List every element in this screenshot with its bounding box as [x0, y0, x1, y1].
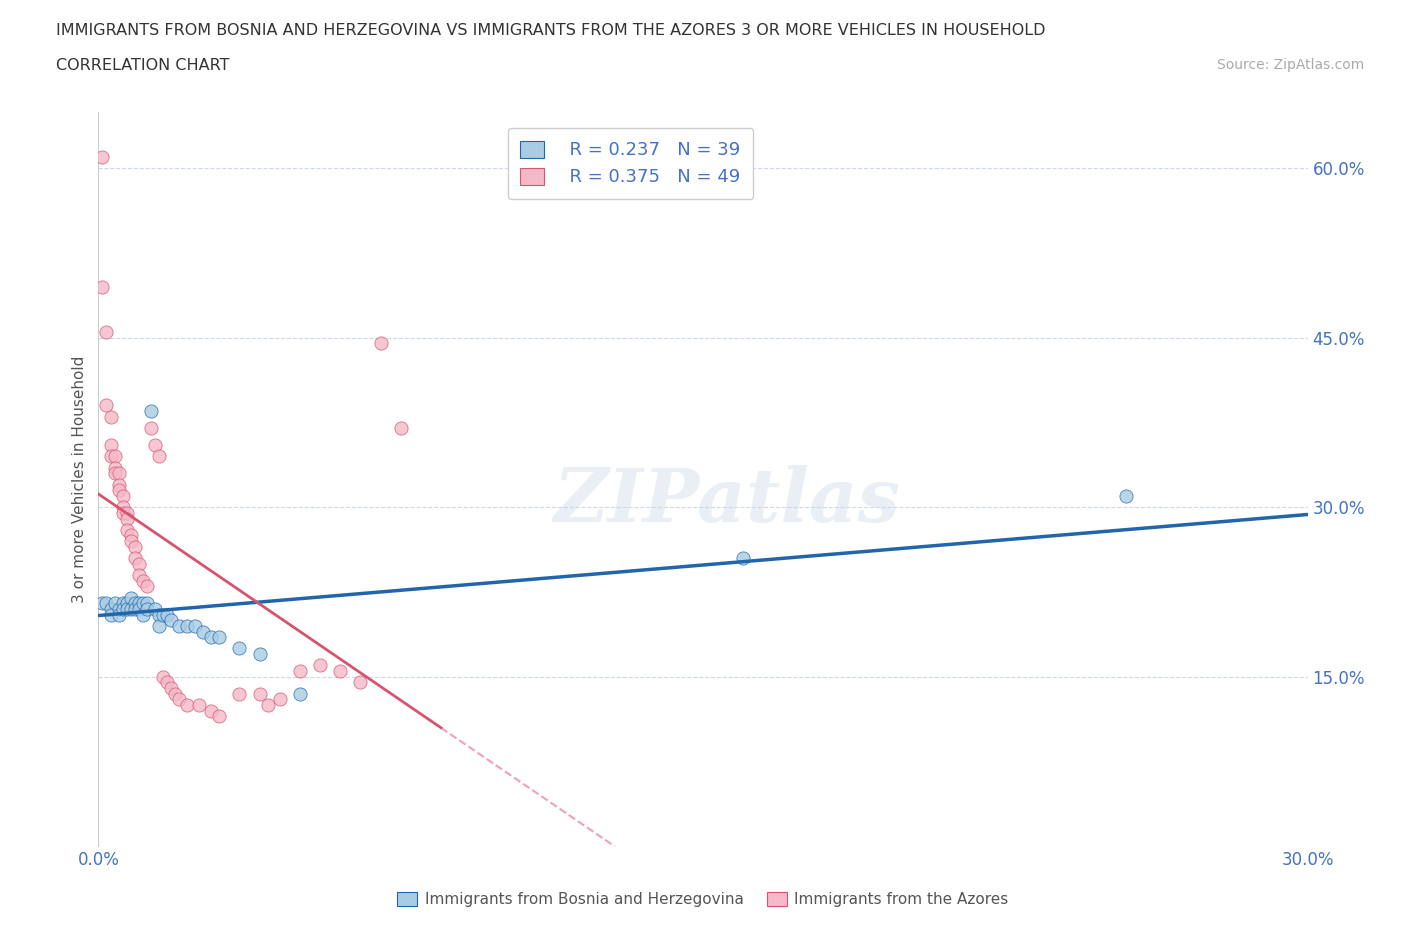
Point	[269, 692, 291, 707]
Point	[107, 607, 129, 622]
Point	[100, 602, 122, 617]
Point	[152, 670, 174, 684]
Point	[135, 602, 157, 617]
Text: Source: ZipAtlas.com: Source: ZipAtlas.com	[1216, 58, 1364, 72]
Point	[200, 703, 222, 718]
Point	[208, 630, 231, 644]
Point	[96, 596, 118, 611]
Point	[96, 325, 118, 339]
Point	[128, 596, 150, 611]
Point	[176, 618, 198, 633]
Legend: Immigrants from Bosnia and Herzegovina, Immigrants from the Azores: Immigrants from Bosnia and Herzegovina, …	[391, 885, 1015, 913]
Point	[107, 477, 129, 492]
Point	[188, 698, 211, 712]
Point	[135, 578, 157, 593]
Text: ZIPatlas: ZIPatlas	[554, 465, 901, 538]
Point	[156, 675, 179, 690]
Point	[107, 602, 129, 617]
Point	[120, 534, 142, 549]
Point	[103, 466, 125, 481]
Point	[228, 686, 250, 701]
Point	[128, 556, 150, 571]
Point	[115, 523, 138, 538]
Point	[288, 664, 311, 679]
Point	[103, 596, 125, 611]
Point	[329, 664, 352, 679]
Point	[256, 698, 278, 712]
Point	[124, 551, 146, 565]
Point	[103, 460, 125, 475]
Point	[91, 279, 114, 294]
Point	[107, 466, 129, 481]
Point	[124, 596, 146, 611]
Point	[163, 686, 186, 701]
Point	[111, 596, 134, 611]
Point	[208, 709, 231, 724]
Point	[249, 686, 271, 701]
Point	[128, 602, 150, 617]
Point	[160, 681, 183, 696]
Point	[143, 602, 166, 617]
Point	[111, 488, 134, 503]
Point	[167, 692, 190, 707]
Point	[148, 607, 170, 622]
Point	[115, 512, 138, 526]
Point	[111, 602, 134, 617]
Point	[176, 698, 198, 712]
Y-axis label: 3 or more Vehicles in Household: 3 or more Vehicles in Household	[72, 355, 87, 603]
Point	[249, 646, 271, 661]
Point	[288, 686, 311, 701]
Point	[120, 528, 142, 543]
Point	[148, 449, 170, 464]
Point	[132, 596, 155, 611]
Point	[115, 596, 138, 611]
Point	[139, 404, 162, 418]
Point	[132, 607, 155, 622]
Point	[128, 567, 150, 582]
Point	[96, 398, 118, 413]
Point	[120, 591, 142, 605]
Point	[111, 505, 134, 520]
Point	[124, 539, 146, 554]
Point	[100, 607, 122, 622]
Point	[309, 658, 332, 673]
Point	[132, 573, 155, 588]
Point	[100, 438, 122, 453]
Point	[733, 551, 755, 565]
Point	[184, 618, 207, 633]
Point	[135, 596, 157, 611]
Point	[193, 624, 215, 639]
Point	[370, 336, 392, 351]
Point	[103, 449, 125, 464]
Point	[100, 409, 122, 424]
Point	[228, 641, 250, 656]
Point	[167, 618, 190, 633]
Point	[152, 607, 174, 622]
Text: IMMIGRANTS FROM BOSNIA AND HERZEGOVINA VS IMMIGRANTS FROM THE AZORES 3 OR MORE V: IMMIGRANTS FROM BOSNIA AND HERZEGOVINA V…	[56, 23, 1046, 38]
Point	[120, 602, 142, 617]
Point	[143, 438, 166, 453]
Point	[1115, 488, 1137, 503]
Point	[115, 505, 138, 520]
Point	[349, 675, 371, 690]
Point	[115, 602, 138, 617]
Point	[124, 602, 146, 617]
Point	[100, 449, 122, 464]
Point	[160, 613, 183, 628]
Point	[200, 630, 222, 644]
Point	[111, 499, 134, 514]
Point	[389, 420, 412, 435]
Point	[156, 607, 179, 622]
Point	[148, 618, 170, 633]
Point	[107, 483, 129, 498]
Point	[139, 420, 162, 435]
Point	[91, 596, 114, 611]
Text: CORRELATION CHART: CORRELATION CHART	[56, 58, 229, 73]
Legend:   R = 0.237   N = 39,   R = 0.375   N = 49: R = 0.237 N = 39, R = 0.375 N = 49	[508, 128, 754, 199]
Point	[91, 150, 114, 165]
